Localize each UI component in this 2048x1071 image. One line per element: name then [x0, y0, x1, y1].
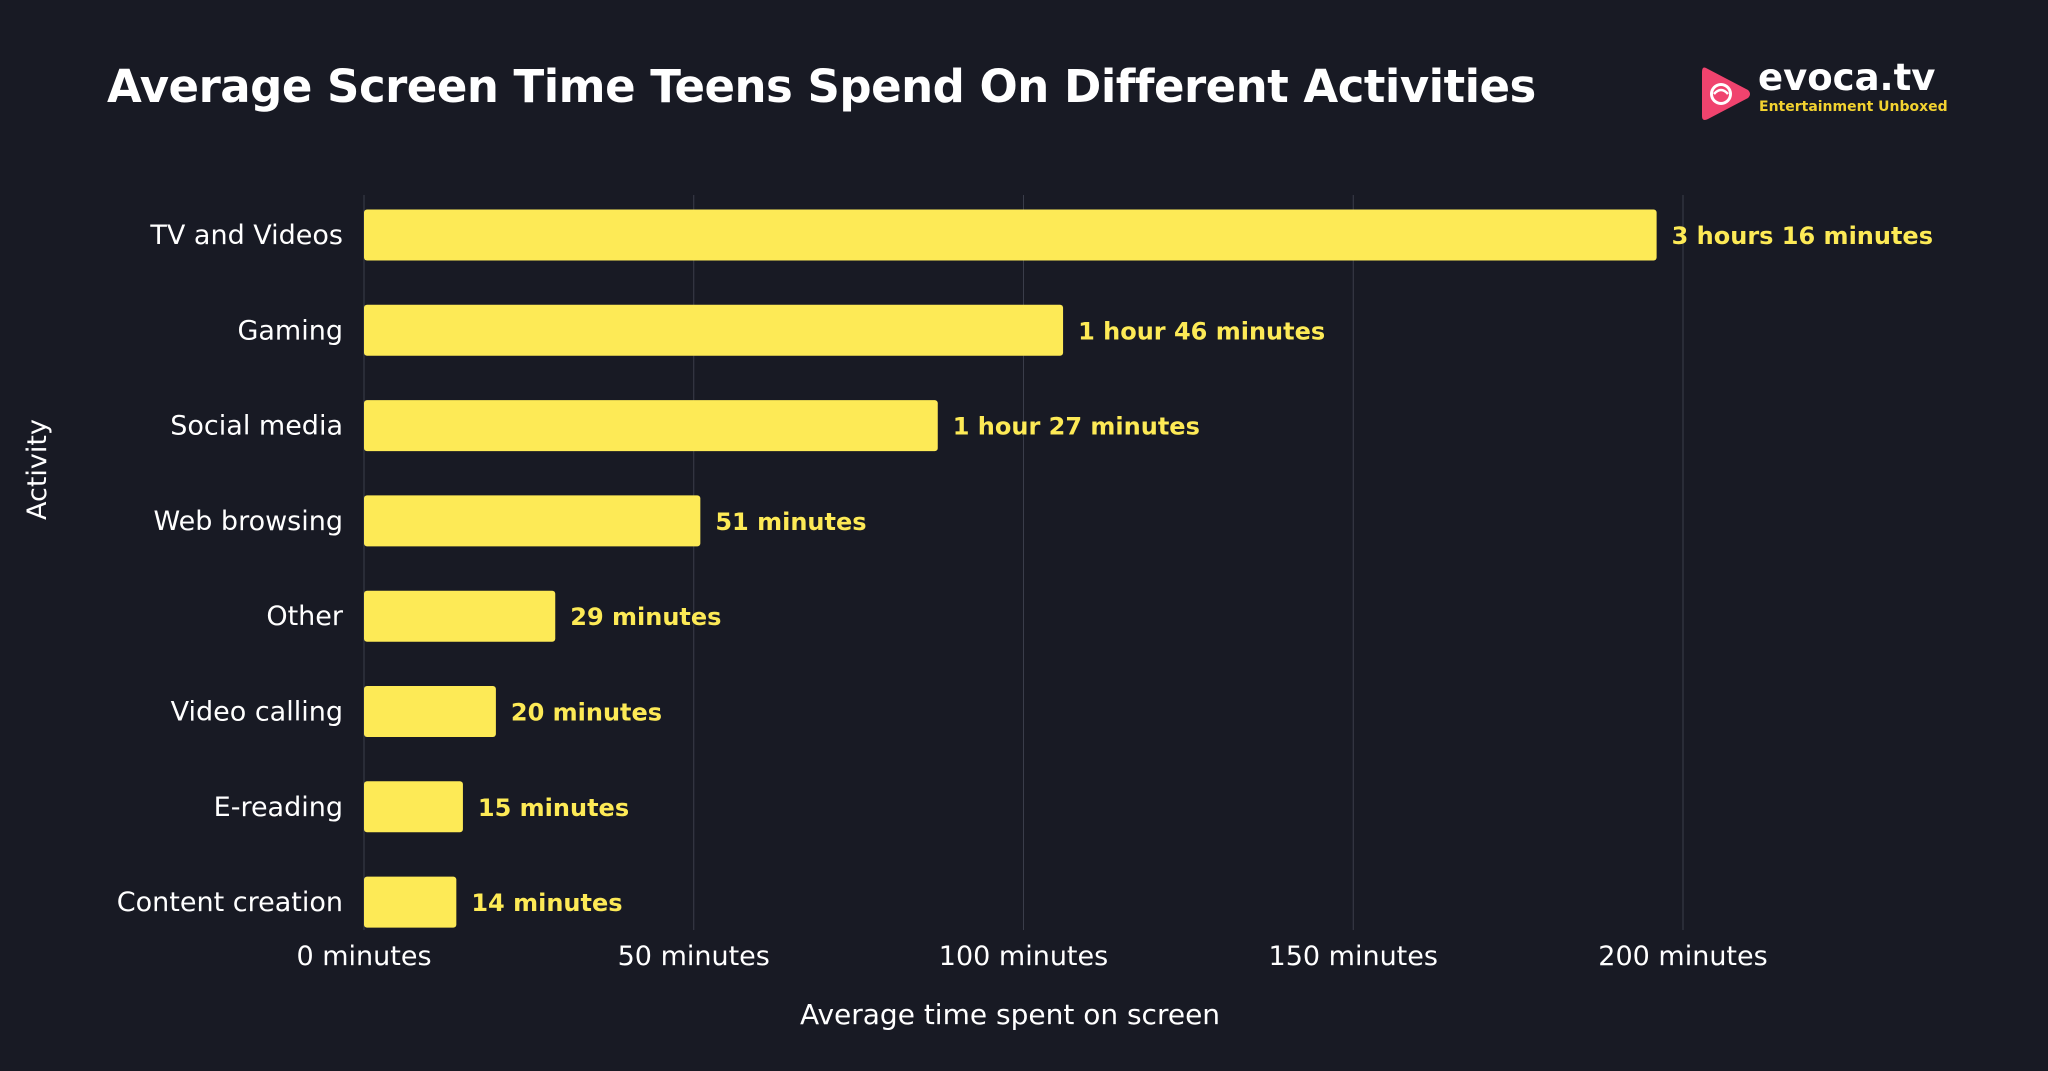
bar: [364, 400, 938, 452]
bar: [364, 209, 1657, 261]
category-label: TV and Videos: [149, 220, 343, 251]
x-tick-labels: 0 minutes 50 minutes 100 minutes 150 minute…: [296, 941, 1767, 972]
logo-name: evoca.tv: [1758, 56, 1936, 99]
category-label: Content creation: [117, 887, 343, 918]
category-label: Gaming: [237, 315, 343, 346]
x-tick-label: 150 minutes: [1269, 941, 1438, 972]
x-tick-label: 200 minutes: [1598, 941, 1767, 972]
data-label: 1 hour 46 minutes: [1078, 317, 1325, 345]
bar: [364, 495, 701, 547]
x-axis-title: Average time spent on screen: [0, 998, 2020, 1031]
bar: [364, 304, 1064, 356]
bar: [364, 590, 556, 642]
data-label: 20 minutes: [511, 699, 662, 727]
category-label: Social media: [170, 411, 343, 442]
value-labels: 3 hours 16 minutes 1 hour 46 minutes 1 hou…: [471, 222, 1933, 917]
category-labels: TV and Videos Gaming Social media Web brows…: [117, 220, 344, 918]
data-label: 1 hour 27 minutes: [953, 413, 1200, 441]
play-logo-icon: [1702, 67, 1750, 120]
x-axis-title-text: Average time spent on screen: [799, 998, 1221, 1031]
data-label: 3 hours 16 minutes: [1672, 222, 1933, 250]
x-tick-label: 100 minutes: [939, 941, 1108, 972]
data-label: 29 minutes: [570, 603, 721, 631]
bars: [364, 209, 1657, 928]
brand-logo[interactable]: evoca.tv Entertainment Unboxed: [1700, 56, 1948, 128]
x-tick-label: 0 minutes: [296, 941, 431, 972]
category-label: Other: [266, 601, 344, 632]
category-label: E-reading: [214, 792, 343, 823]
data-label: 51 minutes: [715, 508, 866, 536]
category-label: Video calling: [171, 697, 343, 728]
category-label: Web browsing: [153, 506, 343, 537]
logo-tagline: Entertainment Unboxed: [1759, 99, 1948, 115]
data-label: 15 minutes: [478, 794, 629, 822]
x-tick-label: 50 minutes: [618, 941, 770, 972]
chart-title: Average Screen Time Teens Spend On Diffe…: [107, 60, 1536, 113]
y-axis-title: Activity: [22, 419, 53, 520]
data-label: 14 minutes: [471, 889, 622, 917]
bar: [364, 686, 496, 737]
bar: [364, 876, 457, 928]
bar: [364, 781, 463, 833]
